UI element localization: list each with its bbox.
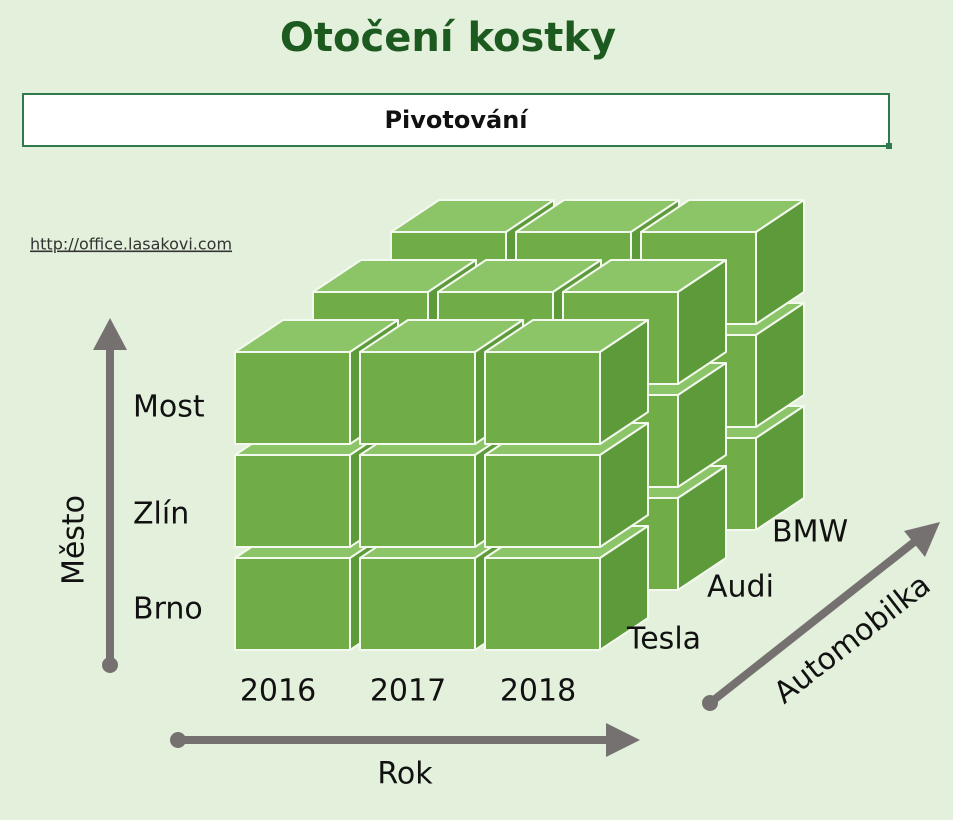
row-label: Brno (133, 592, 203, 627)
column-label: 2018 (500, 674, 576, 709)
arrow-dot (170, 732, 186, 748)
box-handle (886, 143, 892, 149)
subtitle: Pivotování (384, 106, 529, 134)
depth-label: BMW (772, 515, 848, 550)
cube-front (485, 352, 600, 444)
row-label: Zlín (133, 497, 189, 532)
depth-label: Audi (707, 570, 774, 605)
arrow-dot (102, 657, 118, 673)
cube-front (360, 558, 475, 650)
column-label: 2017 (370, 674, 446, 709)
cube-front (235, 558, 350, 650)
row-label: Most (133, 390, 205, 425)
cube-front (360, 455, 475, 547)
cube-front (485, 558, 600, 650)
cube-front (360, 352, 475, 444)
cube-front (485, 455, 600, 547)
axis-label: Rok (377, 757, 433, 792)
diagram: Otočení kostky Pivotování http://office.… (0, 0, 953, 820)
cube-front (235, 352, 350, 444)
axis-label: Město (57, 495, 92, 585)
depth-label: Tesla (626, 622, 701, 657)
arrow-dot (702, 695, 718, 711)
column-label: 2016 (240, 674, 316, 709)
cube-front (235, 455, 350, 547)
title: Otočení kostky (280, 15, 616, 61)
link[interactable]: http://office.lasakovi.com (30, 235, 232, 254)
